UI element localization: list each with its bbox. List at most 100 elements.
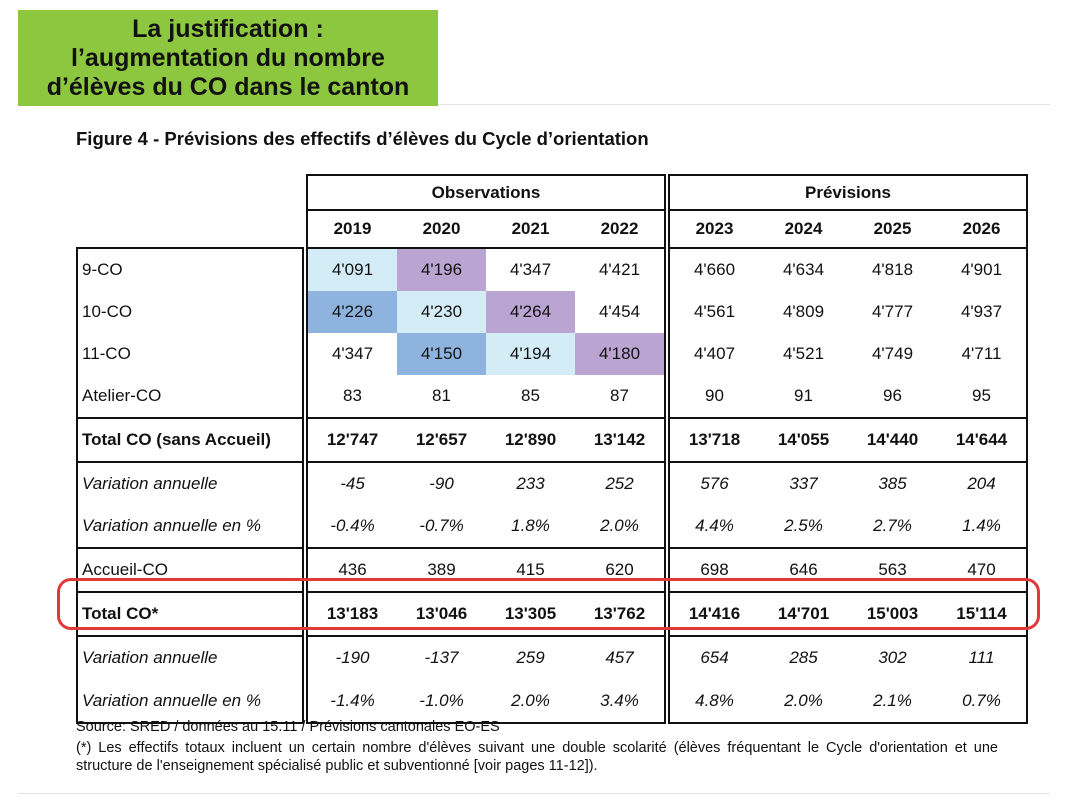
table-cell: 4'347 [509, 260, 552, 279]
table-cell: 87 [575, 375, 666, 418]
year-header: 2026 [937, 209, 1028, 249]
row-label: Variation annuelle en % [76, 505, 304, 548]
table-cell: 4'809 [782, 302, 825, 321]
table-cell: 111 [937, 636, 1028, 679]
row-label: Variation annuelle en % [76, 679, 304, 724]
table-cell: 96 [883, 386, 902, 405]
table-cell: 457 [575, 636, 666, 679]
table-cell: 4'230 [397, 291, 486, 333]
year-header: 2022 [575, 209, 666, 249]
table-cell: 4'264 [486, 291, 575, 333]
table-cell: -1.0% [397, 679, 486, 724]
table-cell: 2.0% [575, 505, 666, 548]
slide-title: La justification : l’augmentation du nom… [47, 15, 410, 102]
table-cell: 4'454 [575, 291, 666, 333]
table-cell: 4'660 [668, 248, 759, 291]
table-cell: 204 [937, 462, 1028, 505]
table-cell: 12'890 [486, 417, 575, 463]
table-cell: 4'777 [871, 302, 914, 321]
table-cell: 4'180 [575, 333, 666, 375]
table-cell: 4'091 [306, 248, 397, 291]
table-cell: 12'747 [306, 417, 397, 463]
table-cell: 2.0% [759, 679, 848, 724]
table-cell: -1.4% [306, 679, 397, 724]
table-cell: 3.4% [575, 679, 666, 724]
table-cell: 563 [848, 547, 937, 592]
table-cell: 4'561 [668, 291, 759, 333]
row-label: Accueil-CO [76, 547, 304, 592]
table-cell: 91 [794, 386, 813, 405]
footnote: (*) Les effectifs totaux incluent un cer… [76, 740, 998, 774]
table-cell: 1.8% [511, 516, 550, 535]
table-cell: 389 [397, 547, 486, 592]
table-cell: 81 [432, 386, 451, 405]
table-cell: 4'901 [937, 248, 1028, 291]
table-cell: 259 [516, 648, 545, 667]
table-cell: 13'142 [575, 417, 666, 463]
table-cell: 4'521 [782, 344, 825, 363]
table-row: Variation annuelle en % -0.4% -0.7% 1.8%… [76, 505, 1028, 548]
table-cell: 4'818 [871, 260, 914, 279]
table-cell: 415 [486, 547, 575, 592]
row-label: 10-CO [76, 291, 304, 333]
table-row: 9-CO 4'091 4'196 4'347 4'421 4'660 4'634… [76, 247, 1028, 291]
row-label: Variation annuelle [76, 462, 304, 505]
slide-title-box: La justification : l’augmentation du nom… [18, 10, 438, 106]
table-cell: 4'407 [668, 333, 759, 375]
row-label: 9-CO [76, 247, 304, 291]
year-header: 2020 [397, 209, 486, 249]
table-cell: 4'421 [575, 248, 666, 291]
row-label: 11-CO [76, 333, 304, 375]
source-note: Source: SRED / données au 15.11 / Prévis… [76, 719, 500, 735]
row-label: Variation annuelle [76, 636, 304, 679]
table-cell: 2.7% [873, 516, 912, 535]
slide-title-line-2: l’augmentation du nombre [71, 43, 385, 72]
table-cell: 385 [878, 474, 907, 493]
table-cell: 4'150 [397, 333, 486, 375]
table-cell: 4'937 [937, 291, 1028, 333]
row-label: Total CO (sans Accueil) [76, 417, 304, 463]
year-header: 2021 [486, 209, 575, 249]
table-cell: 233 [516, 474, 545, 493]
table-row: 10-CO 4'226 4'230 4'264 4'454 4'561 4'80… [76, 291, 1028, 333]
table-cell: 90 [668, 375, 759, 418]
table-cell: -137 [424, 648, 459, 667]
enrollment-table: Observations Prévisions 2019 2020 2021 2… [76, 174, 1028, 724]
table-row: Accueil-CO 436 389 415 620 698 646 563 4… [76, 547, 1028, 592]
table-year-row: 2019 2020 2021 2022 2023 2024 2025 2026 [77, 209, 1028, 249]
table-cell: 646 [759, 547, 848, 592]
year-header: 2023 [668, 209, 759, 249]
table-row: Atelier-CO 83 81 85 87 90 91 96 95 [76, 375, 1028, 418]
table-cell: 436 [306, 547, 397, 592]
group-header-previsions: Prévisions [668, 174, 1028, 210]
table-group-header-row: Observations Prévisions [77, 174, 1028, 210]
table-cell: 4'194 [486, 333, 575, 375]
table-cell: 252 [575, 462, 666, 505]
table-cell: 95 [937, 375, 1028, 418]
table-cell: -0.7% [419, 516, 464, 535]
table-cell: 14'055 [759, 417, 848, 463]
table-cell: 85 [521, 386, 540, 405]
table-cell: 12'657 [397, 417, 486, 463]
year-header: 2019 [306, 209, 397, 249]
table-cell: 698 [668, 547, 759, 592]
table-cell: 4'196 [397, 248, 486, 291]
slide-title-line-3: d’élèves du CO dans le canton [46, 72, 410, 101]
table-cell: 4'347 [306, 333, 397, 375]
table-cell: 654 [668, 636, 759, 679]
table-cell: 4.8% [668, 679, 759, 724]
total-co-highlight [57, 578, 1040, 630]
table-cell: 337 [789, 474, 818, 493]
table-cell: -90 [429, 474, 454, 493]
table-cell: 2.1% [848, 679, 937, 724]
top-divider [438, 104, 1050, 105]
table-cell: 620 [575, 547, 666, 592]
table-cell: 0.7% [937, 679, 1028, 724]
table-cell: 13'718 [668, 417, 759, 463]
group-header-observations: Observations [306, 174, 666, 210]
year-header: 2025 [848, 209, 937, 249]
slide-title-line-1: La justification : [132, 14, 324, 43]
table-row: 11-CO 4'347 4'150 4'194 4'180 4'407 4'52… [76, 333, 1028, 375]
table-row: Variation annuelle en % -1.4% -1.0% 2.0%… [76, 679, 1028, 724]
table-cell: 14'644 [937, 417, 1028, 463]
